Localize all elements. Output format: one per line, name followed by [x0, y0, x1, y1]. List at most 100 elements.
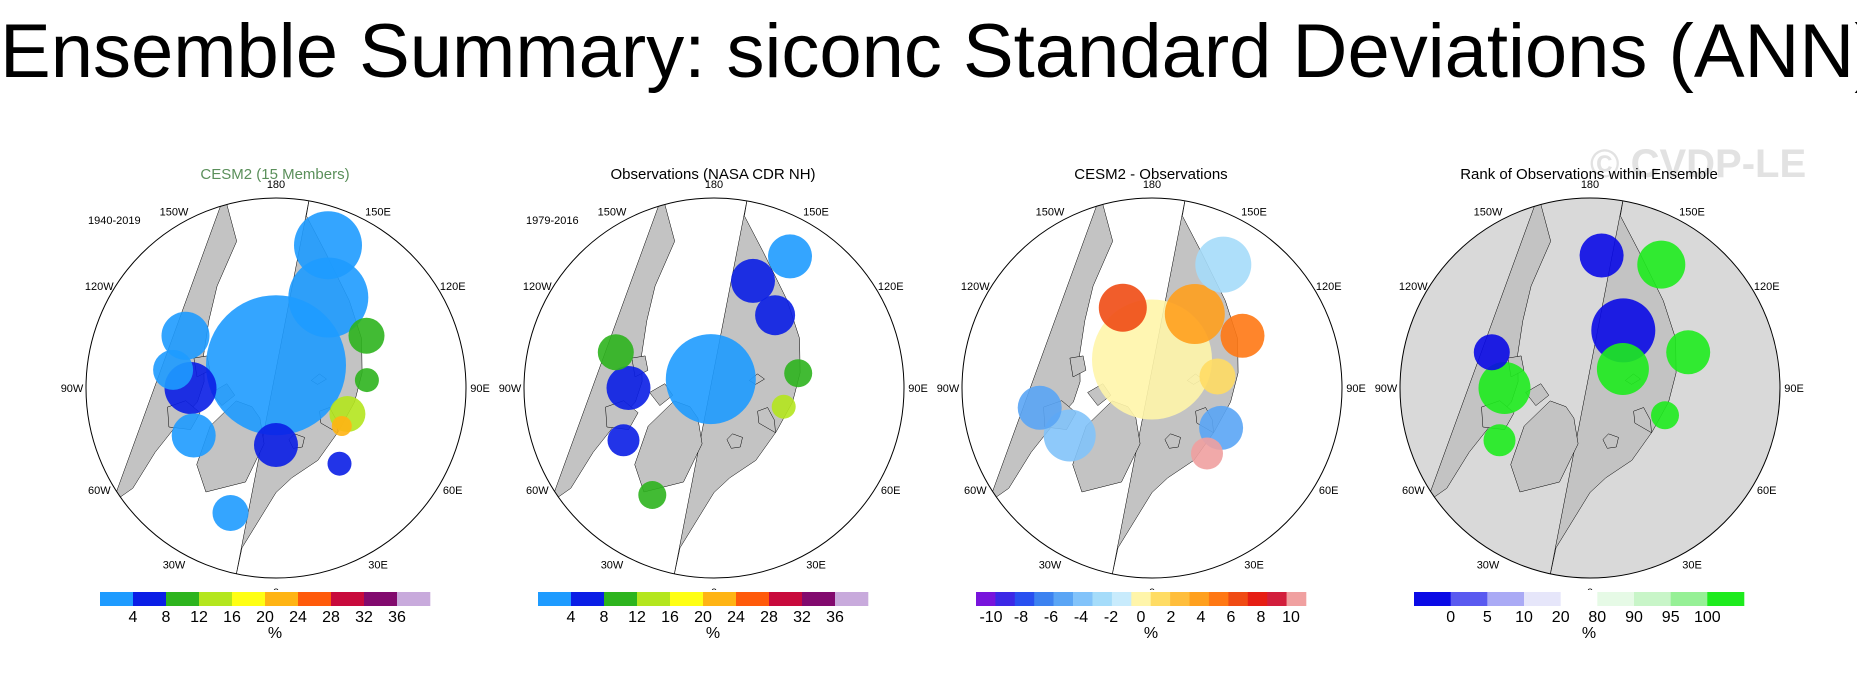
polar-map: 180 150E 120E 90E 60E 30E 0 30W 60W 90W 120W 150W: [499, 179, 928, 590]
ellesmere-island: [1525, 383, 1550, 406]
colorbar-tick-label: 24: [727, 609, 745, 626]
colorbar-tick-label: 20: [694, 609, 712, 626]
longitude-label: 90E: [470, 383, 490, 395]
longitude-label: 180: [1143, 179, 1161, 191]
colorbar-tick-label: -2: [1104, 609, 1118, 626]
novaya-zemlya-island: [1633, 407, 1652, 434]
sea-ice-region: [606, 366, 651, 410]
longitude-label: 120W: [1399, 281, 1428, 293]
sea-ice-region: [1596, 343, 1649, 395]
colorbar-tick-label: 4: [129, 609, 138, 626]
sea-ice-region: [331, 416, 352, 436]
longitude-label: 30E: [1682, 560, 1702, 572]
sea-ice-region: [1637, 240, 1686, 289]
sea-ice-region: [1043, 409, 1096, 462]
colorbar-swatch: [298, 592, 332, 606]
longitude-label: 180: [1581, 179, 1599, 191]
colorbar-tick-label: 24: [289, 609, 307, 626]
longitude-label: 150E: [1679, 206, 1705, 218]
colorbar-swatch: [1092, 592, 1113, 606]
colorbar-swatch: [1707, 592, 1745, 606]
longitude-label: 150E: [803, 206, 829, 218]
colorbar-swatch: [604, 592, 638, 606]
colorbar-tick-label: 8: [162, 609, 171, 626]
colorbar-swatch: [703, 592, 737, 606]
colorbar-swatch: [364, 592, 398, 606]
longitude-label: 150E: [365, 206, 391, 218]
colorbar-swatch: [835, 592, 869, 606]
colorbar-swatch: [1014, 592, 1035, 606]
panel-difference: 180 150E 120E 90E 60E 30E 0 30W 60W 90W 120W 150W C…: [936, 160, 1366, 660]
longitude-label: 120W: [523, 281, 552, 293]
longitude-label: 180: [267, 179, 285, 191]
colorbar-tick-label: 32: [355, 609, 373, 626]
longitude-label: 90E: [1346, 383, 1366, 395]
period-label: 1940-2019: [88, 215, 141, 227]
longitude-label: 60E: [443, 485, 463, 497]
colorbar-tick-label: 36: [388, 609, 406, 626]
colorbar: 4 8 12 16 20 24 28 32 36: [538, 592, 869, 626]
longitude-label: 90W: [61, 383, 84, 395]
longitude-label: 150E: [1241, 206, 1267, 218]
longitude-label: 30E: [1244, 560, 1264, 572]
colorbar-tick-label: 32: [793, 609, 811, 626]
longitude-label: 60W: [1402, 485, 1425, 497]
colorbar-swatch: [1634, 592, 1671, 606]
sea-ice-region: [1220, 313, 1265, 358]
longitude-label: 120E: [1754, 281, 1780, 293]
sea-ice-region: [771, 394, 796, 419]
colorbar-tick-label: 12: [190, 609, 208, 626]
colorbar-swatch: [1450, 592, 1488, 606]
colorbar-swatch: [976, 592, 996, 606]
novaya-zemlya-island: [757, 407, 776, 434]
colorbar-swatch: [1560, 592, 1598, 606]
map-border: [85, 197, 467, 579]
colorbar-tick-label: 0: [1137, 609, 1146, 626]
sea-ice-region: [1017, 385, 1062, 430]
sea-ice-region: [161, 311, 210, 360]
colorbar-tick-label: 80: [1588, 609, 1606, 626]
map-border: [961, 197, 1343, 579]
sea-ice-region: [348, 317, 385, 354]
panel-title: CESM2 - Observations: [1074, 166, 1228, 183]
map-border: [523, 197, 905, 579]
longitude-label: 30W: [601, 560, 624, 572]
colorbar-tick-label: 8: [1257, 609, 1266, 626]
longitude-label: 60W: [964, 485, 987, 497]
colorbar-swatch: [331, 592, 365, 606]
longitude-label: 30W: [163, 560, 186, 572]
longitude-label: 90E: [908, 383, 928, 395]
sea-ice-region: [731, 258, 775, 303]
colorbar-tick-label: 2: [1167, 609, 1176, 626]
longitude-label: 120E: [878, 281, 904, 293]
polar-map: 180 150E 120E 90E 60E 30E 0 30W 60W 90W 120W 150W: [1375, 179, 1804, 590]
colorbar-units: %: [1143, 625, 1159, 642]
sea-ice-region: [665, 334, 756, 425]
colorbar: 0 5 10 20 80 90 95 100: [1414, 592, 1745, 626]
colorbar-tick-label: 90: [1625, 609, 1643, 626]
svalbard-island: [1602, 433, 1619, 449]
colorbar-swatch: [1150, 592, 1171, 606]
longitude-label: 150W: [160, 206, 189, 218]
sea-ice-region: [1483, 424, 1516, 457]
panel-rank: 180 150E 120E 90E 60E 30E 0 30W 60W 90W 120W 150W R…: [1374, 160, 1804, 660]
colorbar-tick-label: 95: [1662, 609, 1680, 626]
longitude-label: 30W: [1477, 560, 1500, 572]
colorbar-swatch: [166, 592, 200, 606]
colorbar-swatch: [1208, 592, 1229, 606]
colorbar-swatch: [571, 592, 605, 606]
sea-ice-region: [1473, 334, 1510, 371]
colorbar-tick-label: 6: [1227, 609, 1236, 626]
colorbar-swatch: [1228, 592, 1249, 606]
longitude-label: 90W: [499, 383, 522, 395]
polar-map: 180 150E 120E 90E 60E 30E 0 30W 60W 90W 120W 150W: [937, 179, 1366, 590]
sea-ice-region: [1098, 283, 1147, 332]
colorbar-tick-label: 16: [223, 609, 241, 626]
sea-ice-region: [784, 359, 813, 388]
panel-title: CESM2 (15 Members): [200, 166, 350, 183]
longitude-label: 60E: [1319, 485, 1339, 497]
colorbar-swatch: [1053, 592, 1074, 606]
colorbar-swatch: [1597, 592, 1635, 606]
svalbard-island: [726, 433, 743, 449]
sea-ice-region: [638, 481, 667, 509]
